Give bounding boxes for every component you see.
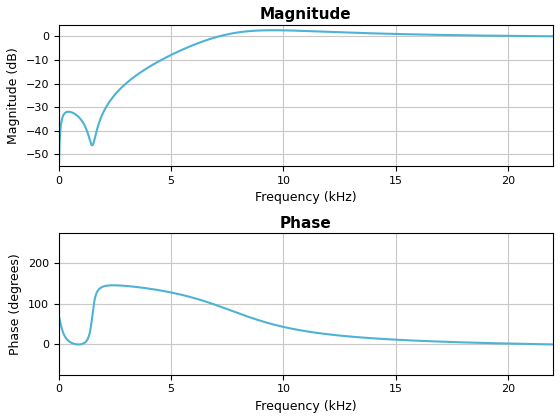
Title: Phase: Phase: [280, 215, 332, 231]
X-axis label: Frequency (kHz): Frequency (kHz): [255, 192, 357, 205]
Y-axis label: Phase (degrees): Phase (degrees): [10, 253, 22, 355]
X-axis label: Frequency (kHz): Frequency (kHz): [255, 400, 357, 413]
Y-axis label: Magnitude (dB): Magnitude (dB): [7, 47, 20, 144]
Title: Magnitude: Magnitude: [260, 7, 352, 22]
